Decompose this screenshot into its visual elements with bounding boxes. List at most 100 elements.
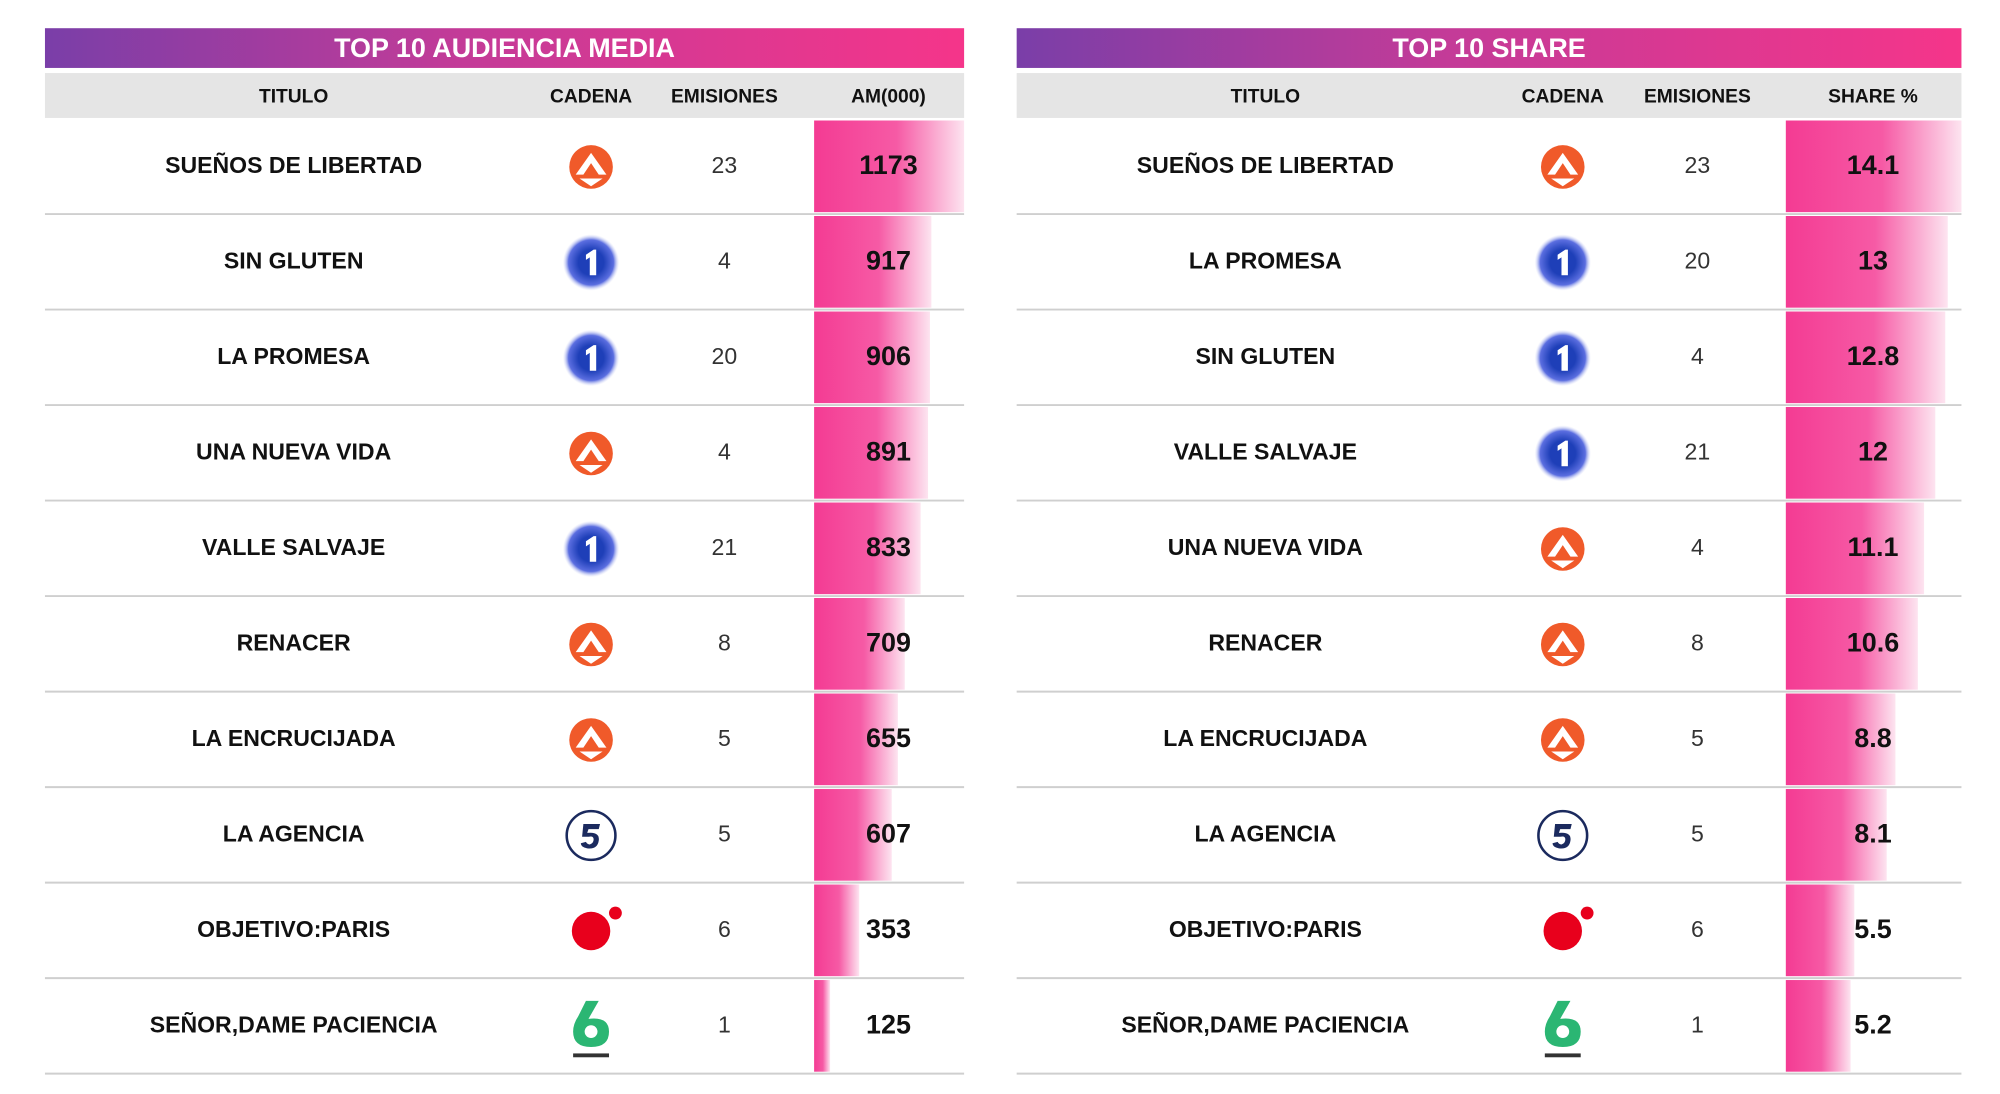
row-value: 655: [866, 723, 911, 753]
value-bar: [1785, 216, 1948, 308]
row-value: 5.5: [1854, 914, 1891, 944]
row-title: SIN GLUTEN: [224, 248, 364, 274]
logo-shape: [584, 1025, 598, 1039]
row-title: SEÑOR,DAME PACIENCIA: [1121, 1011, 1409, 1038]
logo-shape: [585, 345, 597, 371]
row-value: 891: [866, 437, 911, 467]
row-value: 12.8: [1847, 341, 1899, 371]
row-value: 833: [866, 532, 911, 562]
logo-shape: [569, 718, 613, 762]
channel-logo: [562, 234, 620, 291]
channel-logo: [1534, 425, 1591, 482]
row-value: 8.8: [1854, 723, 1891, 753]
row-title: UNA NUEVA VIDA: [1168, 534, 1364, 560]
logo-shape: [585, 249, 597, 276]
logo-shape: [575, 152, 607, 187]
row-value: 125: [866, 1010, 911, 1040]
channel-logo: [1534, 234, 1591, 291]
channel-logo: [569, 431, 613, 476]
channel-logo: [1540, 718, 1585, 762]
value-bar: [1785, 502, 1925, 595]
logo-shape: [1552, 823, 1572, 849]
row-emissions: 1: [1691, 1012, 1704, 1038]
column-header: CADENA: [1522, 87, 1604, 108]
logo-shape: [1547, 725, 1579, 760]
column-header: CADENA: [550, 87, 632, 108]
table-title: TOP 10 SHARE: [1392, 33, 1585, 63]
channel-logo: [573, 1000, 610, 1058]
row-emissions: 4: [1691, 534, 1704, 560]
logo-shape: [575, 725, 607, 760]
row-value: 906: [866, 341, 911, 371]
logo-shape: [569, 145, 613, 189]
logo-shape: [609, 906, 622, 920]
value-bar: [1785, 311, 1946, 404]
logo-shape: [1540, 718, 1585, 762]
row-title: OBJETIVO:PARIS: [1169, 916, 1362, 942]
row-emissions: 1: [718, 1012, 731, 1038]
channel-logo: [1537, 809, 1589, 862]
header-row: [44, 73, 965, 118]
channel-logo: [1540, 527, 1585, 571]
logo-shape: [1544, 1000, 1581, 1048]
title-bar: [44, 28, 965, 68]
row-title: SIN GLUTEN: [1196, 343, 1336, 369]
column-header: SHARE %: [1828, 87, 1918, 108]
row-emissions: 6: [718, 916, 731, 942]
row-title: LA AGENCIA: [223, 821, 365, 847]
row-emissions: 4: [1691, 343, 1704, 369]
logo-shape: [1543, 911, 1582, 951]
value-bar: [814, 407, 929, 499]
logo-shape: [1547, 534, 1579, 569]
channel-logo: [1534, 329, 1591, 387]
row-value: 709: [866, 628, 911, 658]
row-value: 917: [866, 246, 911, 276]
channel-logo: [569, 718, 613, 762]
row-title: VALLE SALVAJE: [202, 534, 385, 560]
row-title: LA PROMESA: [217, 343, 370, 369]
value-bar: [814, 311, 930, 404]
row-emissions: 4: [718, 248, 731, 274]
logo-shape: [1580, 906, 1594, 920]
row-emissions: 21: [712, 534, 738, 560]
row-value: 14.1: [1847, 150, 1899, 180]
row-value: 11.1: [1848, 532, 1899, 562]
row-value: 353: [866, 914, 911, 944]
logo-shape: [1557, 345, 1568, 371]
row-emissions: 20: [1685, 248, 1711, 274]
row-emissions: 5: [1691, 725, 1704, 751]
row-title: OBJETIVO:PARIS: [197, 916, 390, 942]
channel-logo: [1540, 622, 1585, 667]
row-title: UNA NUEVA VIDA: [196, 439, 392, 465]
column-header: TITULO: [1231, 87, 1300, 108]
value-bar: [1785, 693, 1896, 786]
row-emissions: 21: [1685, 439, 1711, 465]
row-emissions: 8: [718, 630, 731, 656]
row-title: SUEÑOS DE LIBERTAD: [1137, 151, 1394, 178]
channel-logo: [565, 809, 617, 862]
value-bar: [1785, 884, 1855, 977]
row-emissions: 5: [718, 821, 731, 847]
logo-shape: [575, 439, 607, 473]
value-bar: [814, 598, 905, 690]
row-value: 5.2: [1854, 1010, 1891, 1040]
row-title: RENACER: [1208, 630, 1322, 656]
channel-logo: [1543, 906, 1594, 951]
row-emissions: 5: [718, 725, 731, 751]
column-header: TITULO: [259, 87, 328, 108]
row-emissions: 23: [1685, 152, 1711, 178]
value-bar: [814, 216, 932, 308]
value-bar: [814, 884, 860, 977]
logo-shape: [569, 431, 613, 476]
logo-shape: [1540, 622, 1585, 667]
table-title: TOP 10 AUDIENCIA MEDIA: [334, 33, 675, 63]
row-title: RENACER: [237, 630, 351, 656]
row-title: SUEÑOS DE LIBERTAD: [165, 151, 422, 178]
value-bar: [1785, 407, 1936, 499]
row-emissions: 4: [718, 439, 731, 465]
logo-shape: [580, 823, 601, 849]
channel-logo: [571, 906, 622, 951]
row-title: LA ENCRUCIJADA: [1163, 725, 1367, 751]
